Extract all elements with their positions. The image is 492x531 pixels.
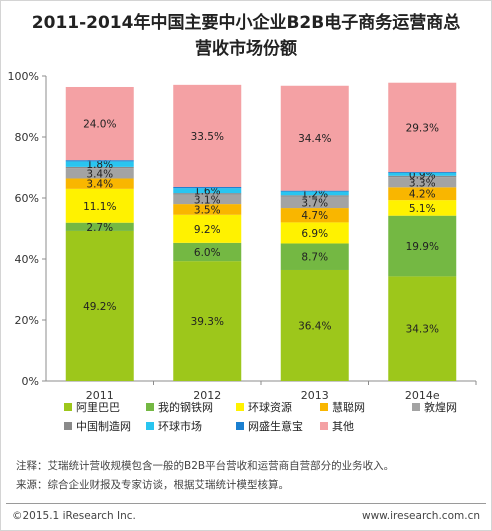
y-tick-label: 40% (15, 253, 39, 266)
legend-swatch (236, 403, 244, 411)
bar-segment (65, 166, 134, 169)
chart-source: 来源：综合企业财报及专家访谈，根据艾瑞统计模型核算。 (16, 479, 289, 491)
bar-segment (388, 276, 457, 381)
bar-value-label: 33.5% (191, 131, 224, 143)
bar-value-label: 49.2% (83, 301, 116, 313)
bar-segment (65, 86, 134, 161)
bar-segment (280, 190, 349, 192)
y-tick-label: 100% (8, 70, 39, 83)
x-tick-label: 2014e (405, 389, 440, 402)
y-tick-label: 20% (15, 314, 39, 327)
bar-value-label: 39.3% (191, 316, 224, 328)
chart-footnote: 注释：艾瑞统计营收规模包含一般的B2B平台营收和运营商自营部分的业务收入。 (16, 460, 395, 472)
legend-swatch (146, 403, 154, 411)
bar-segment (388, 172, 457, 173)
bar-segment (65, 222, 134, 231)
bar-segment (65, 168, 134, 179)
bar-segment (173, 204, 242, 215)
bar-segment (280, 269, 349, 381)
bar-segment (173, 188, 242, 194)
bar-segment (173, 194, 242, 205)
bar-value-label: 6.9% (301, 228, 328, 240)
legend-swatch (236, 422, 244, 430)
bar-value-label: 8.7% (301, 252, 328, 264)
bar-segment (280, 196, 349, 209)
bar-value-label: 9.2% (194, 224, 221, 236)
footer-divider (6, 503, 486, 504)
bar-segment (280, 243, 349, 270)
x-tick-label: 2012 (193, 389, 221, 402)
bar-value-label: 4.2% (409, 189, 436, 201)
bar-segment (65, 161, 134, 167)
bar-value-label: 24.0% (83, 119, 116, 131)
bar-value-label: 3.1% (194, 194, 221, 206)
bar-segment (280, 191, 349, 196)
legend-label: 其他 (332, 420, 354, 433)
legend-label: 中国制造网 (76, 419, 131, 433)
bar-segment (280, 195, 349, 197)
bar-segment (173, 187, 242, 189)
y-tick-label: 80% (15, 131, 39, 144)
bar-segment (388, 82, 457, 173)
y-tick-label: 60% (15, 192, 39, 205)
legend-label: 阿里巴巴 (76, 401, 120, 414)
bar-value-label: 3.7% (301, 197, 328, 209)
bar-value-label: 36.4% (298, 320, 331, 332)
legend-swatch (146, 422, 154, 430)
bar-value-label: 19.9% (406, 241, 439, 253)
bar-segment (173, 84, 242, 188)
legend-label: 我的钢铁网 (158, 400, 213, 414)
bar-segment (388, 200, 457, 216)
bar-value-label: 5.1% (409, 203, 436, 215)
stacked-bar-chart: 0% 20% 40% 60% 80% 100% 49.2% 2.7% 11.1% 3.4%3.4%… (8, 70, 477, 433)
bar-value-label: 11.1% (83, 201, 116, 213)
bar-value-label: 1.8% (86, 159, 113, 171)
bar-value-label: 3.3% (409, 177, 436, 189)
bar-segment (388, 187, 457, 201)
bar-value-label: 2.7% (86, 222, 113, 234)
bar-segment (173, 261, 242, 381)
y-tick-label: 0% (22, 375, 39, 388)
bar-segment (280, 208, 349, 223)
bar-segment (173, 193, 242, 195)
legend-swatch (320, 403, 328, 411)
x-tick-label: 2013 (301, 389, 329, 402)
chart-title-line-1: 2011-2014年中国主要中小企业B2B电子商务运营商总 (31, 13, 461, 33)
legend-swatch (64, 403, 72, 411)
bar-segment (280, 222, 349, 244)
bar-segment (388, 215, 457, 277)
bar-segment (388, 175, 457, 178)
bar-value-label: 3.4% (86, 179, 113, 191)
bar-value-label: 1.6% (194, 186, 221, 198)
bar-value-label: 34.4% (298, 133, 331, 145)
bar-value-label: 3.4% (86, 168, 113, 180)
bar-segment (173, 214, 242, 243)
legend-label: 环球市场 (158, 419, 202, 433)
legend-swatch (412, 403, 420, 411)
bar-segment (173, 242, 242, 262)
website-text: www.iresearch.com.cn (361, 510, 480, 522)
legend-label: 敦煌网 (424, 400, 457, 414)
x-tick-label: 2011 (86, 389, 114, 402)
bar-value-label: 34.3% (406, 324, 439, 336)
legend-swatch (64, 422, 72, 430)
legend-label: 网盛生意宝 (248, 419, 303, 433)
copyright-text: ©2015.1 iResearch Inc. (12, 510, 136, 522)
bar-value-label: 6.0% (194, 247, 221, 259)
legend-swatch (320, 422, 328, 430)
bar-segment (65, 178, 134, 189)
bar-value-label: 3.5% (194, 204, 221, 216)
bar-segment (65, 160, 134, 162)
bar-segment (388, 172, 457, 176)
bar-segment (65, 230, 134, 381)
bar-value-label: 29.3% (406, 122, 439, 134)
bar-segment (388, 177, 457, 188)
chart-title-line-2: 营收市场份额 (195, 39, 297, 59)
bar-segment (65, 188, 134, 223)
bar-value-label: 4.7% (301, 210, 328, 222)
legend-label: 环球资源 (248, 400, 292, 414)
legend-label: 慧聪网 (332, 400, 365, 414)
bar-segment (280, 85, 349, 191)
